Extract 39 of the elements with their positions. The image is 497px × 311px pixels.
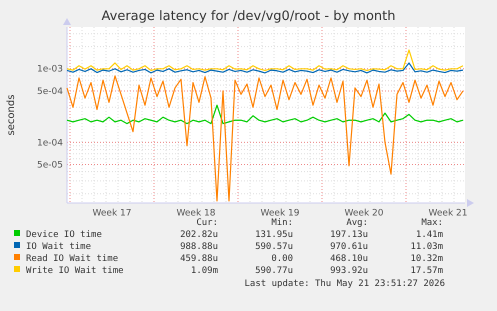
legend-label: Write IO Wait time (26, 266, 124, 276)
text: 131.95u (255, 230, 293, 240)
text: Min: (271, 218, 293, 228)
x-tick-label: Week 21 (428, 208, 468, 218)
text: 1.41m (416, 230, 443, 240)
y-tick-label: 5e-05 (37, 160, 63, 170)
text: 590.57u (255, 242, 293, 252)
text: 459.88u (180, 254, 218, 264)
text: 0.00 (271, 254, 293, 264)
text: 590.77u (255, 266, 293, 276)
text: 1.09m (190, 266, 218, 276)
line-series (66, 49, 464, 72)
text: 17.57m (410, 266, 443, 276)
text: 970.61u (330, 242, 368, 252)
text: 468.10u (330, 254, 368, 264)
text: Cur: (196, 218, 218, 228)
legend-label: Read IO Wait time (26, 254, 118, 264)
text: 11.03m (410, 242, 443, 252)
legend-label: Device IO time (26, 230, 102, 240)
line-series (66, 104, 464, 124)
y-tick-label: 1e-04 (37, 138, 64, 148)
text: Avg: (346, 218, 368, 228)
y-tick-label: 1e-03 (37, 64, 63, 75)
text: 202.82u (180, 230, 218, 240)
x-tick-label: Week 20 (344, 208, 384, 218)
text: Last update: Thu May 21 23:51:27 2026 (244, 279, 445, 289)
text: Max: (421, 218, 443, 228)
x-tick-label: Week 18 (176, 208, 216, 218)
text: 197.13u (330, 230, 368, 240)
y-axis-title: seconds (6, 94, 17, 136)
text: 10.32m (410, 254, 443, 264)
y-tick-label: 5e-04 (37, 86, 64, 97)
chart-title: Average latency for /dev/vg0/root - by month (102, 9, 396, 24)
x-tick-label: Week 17 (92, 208, 132, 218)
legend-label: IO Wait time (26, 242, 92, 252)
text: 988.88u (180, 242, 218, 252)
line-series (66, 62, 464, 74)
text: 993.92u (330, 266, 368, 276)
x-tick-label: Week 19 (260, 208, 300, 218)
